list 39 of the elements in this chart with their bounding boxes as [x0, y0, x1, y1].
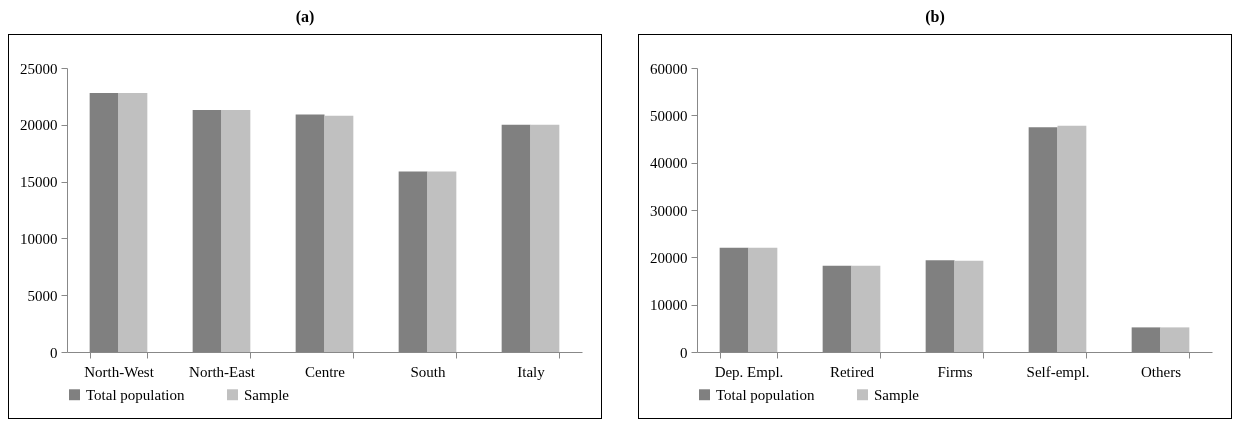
x-tick-label: Others [1141, 363, 1182, 380]
y-tick-label: 40000 [650, 155, 688, 172]
bar [221, 110, 251, 352]
bar [954, 260, 984, 352]
bar [1160, 327, 1190, 352]
bar [851, 265, 881, 352]
y-tick-label: 10000 [20, 230, 58, 247]
x-tick-label: Dep. Empl. [714, 363, 784, 380]
y-tick-label: 20000 [20, 117, 58, 134]
y-tick-label: 20000 [650, 249, 688, 266]
bar [1057, 125, 1087, 352]
legend-label: Sample [244, 386, 290, 403]
x-tick-label: Self-empl. [1026, 363, 1090, 380]
y-tick-label: 15000 [20, 174, 58, 191]
legend-label: Sample [874, 386, 920, 403]
y-tick-label: 60000 [650, 60, 688, 77]
y-tick-label: 10000 [650, 297, 688, 314]
x-tick-label: Centre [305, 363, 346, 380]
bar [118, 92, 148, 352]
y-tick-label: 30000 [650, 202, 688, 219]
y-tick-label: 25000 [20, 60, 58, 77]
bar [530, 124, 560, 352]
legend-label: Total population [716, 386, 816, 403]
y-tick-label: 5000 [27, 287, 58, 304]
x-tick-label: Retired [829, 363, 875, 380]
x-tick-label: Italy [517, 363, 546, 380]
x-tick-label: North-East [189, 363, 256, 380]
x-tick-label: North-West [84, 363, 155, 380]
bar [324, 115, 354, 352]
bar [427, 171, 457, 352]
legend-label: Total population [86, 386, 186, 403]
y-tick-label: 0 [50, 344, 58, 361]
x-tick-label: Firms [937, 363, 973, 380]
chart-title: (a) [294, 7, 316, 28]
y-tick-label: 0 [680, 344, 688, 361]
x-tick-label: South [410, 363, 446, 380]
bar [748, 247, 778, 352]
y-tick-label: 50000 [650, 107, 688, 124]
chart-title: (b) [924, 7, 946, 28]
